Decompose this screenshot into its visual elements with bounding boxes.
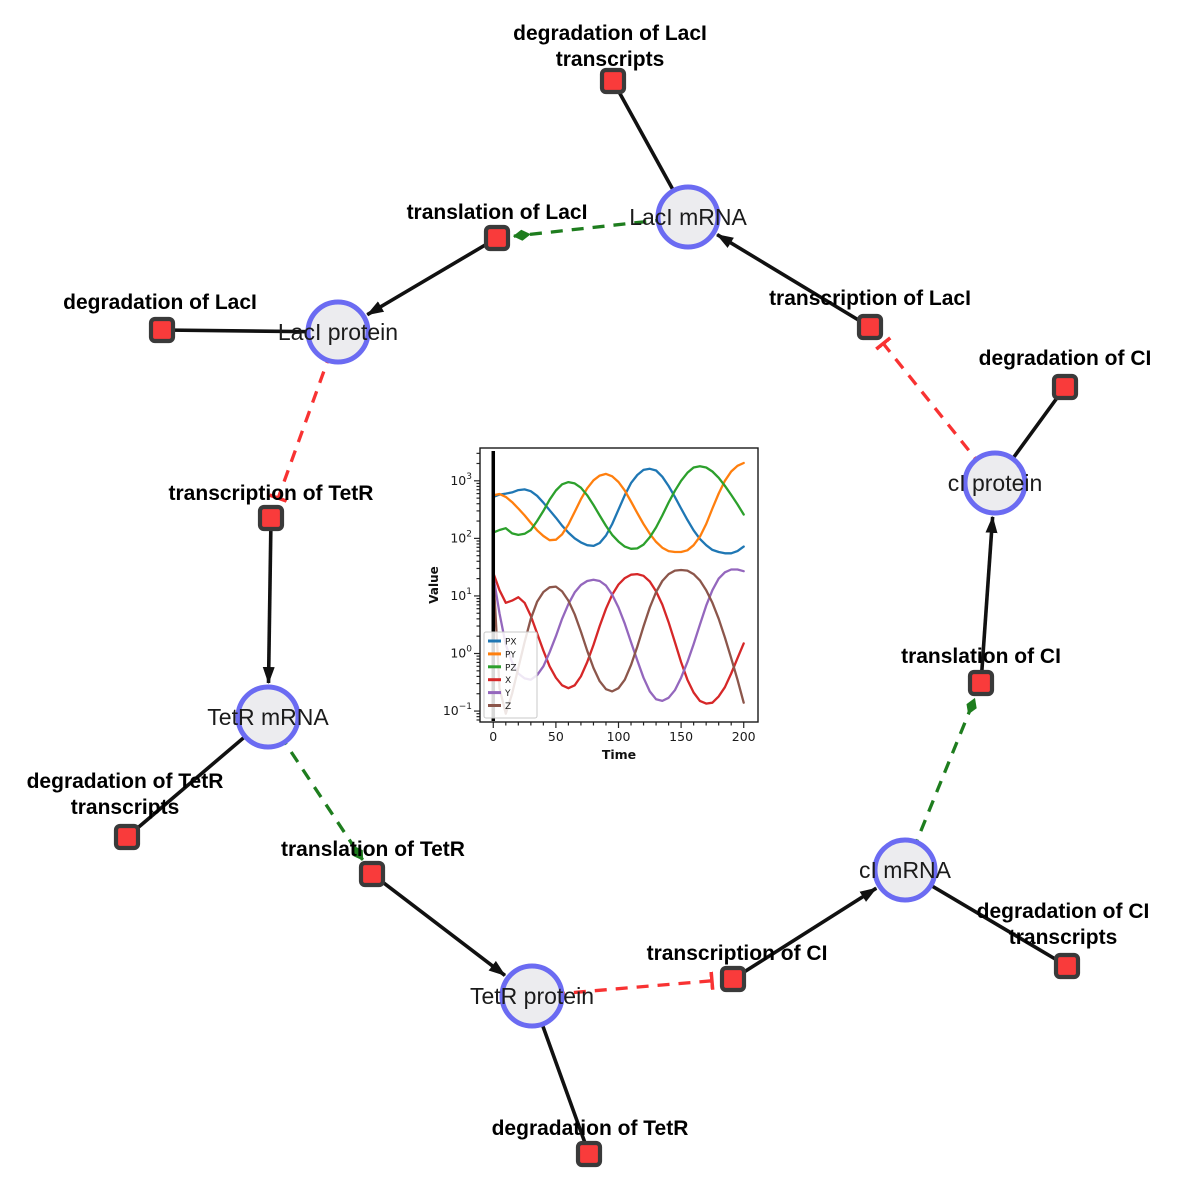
species-node-laci-mrna[interactable] bbox=[655, 184, 721, 250]
reaction-node-deg-ci[interactable] bbox=[1051, 373, 1079, 401]
reaction-label-deg-tetr-transcripts: degradation of TetR transcripts bbox=[27, 770, 224, 819]
y-axis-title: Value bbox=[427, 566, 441, 604]
reaction-node-deg-ci-transcripts[interactable] bbox=[1053, 952, 1081, 980]
reaction-label-deg-laci: degradation of LacI bbox=[63, 291, 257, 314]
species-label-tetr-mrna: TetR mRNA bbox=[207, 704, 329, 730]
x-tick-label: 200 bbox=[732, 729, 756, 744]
reaction-node-translation-tetr[interactable] bbox=[358, 860, 386, 888]
species-label-ci-mrna: cI mRNA bbox=[859, 857, 952, 883]
reaction-label-translation-ci: translation of CI bbox=[901, 645, 1061, 668]
edge-production-translation-ci-to-ci-protein bbox=[979, 515, 998, 684]
x-tick-label: 150 bbox=[669, 729, 693, 744]
reaction-node-deg-tetr-transcripts[interactable] bbox=[113, 823, 141, 851]
labels-layer: LacI mRNA LacI protein TetR mRNA TetR prote… bbox=[27, 22, 1152, 1140]
timecourse-chart: 0 50 100 150 20010310210110010−1TimeValuePXP… bbox=[427, 447, 759, 762]
species-node-ci-mrna[interactable] bbox=[872, 837, 938, 903]
reaction-label-translation-laci: translation of LacI bbox=[407, 201, 588, 224]
axis-ticks bbox=[474, 452, 745, 728]
series-line-PY bbox=[492, 461, 745, 554]
legend-label-Z: Z bbox=[505, 702, 511, 712]
edge-production-translation-laci-to-laci-protein bbox=[366, 236, 498, 317]
nodes-layer bbox=[113, 67, 1081, 1168]
chart-axes-frame bbox=[479, 447, 759, 723]
reaction-label-transcription-tetr: transcription of TetR bbox=[169, 482, 374, 505]
legend-label-PY: PY bbox=[505, 650, 516, 660]
y-tick-label: 100 bbox=[450, 645, 472, 661]
species-node-laci-protein[interactable] bbox=[305, 299, 371, 365]
reaction-node-translation-laci[interactable] bbox=[483, 224, 511, 252]
series-line-X bbox=[492, 571, 745, 705]
edge-production-transcription-laci-to-laci-mrna bbox=[716, 233, 871, 329]
species-label-laci-mrna: LacI mRNA bbox=[629, 204, 747, 230]
x-axis-title: Time bbox=[602, 747, 636, 762]
edge-production-transcription-tetr-to-tetr-mrna bbox=[262, 517, 275, 685]
reaction-node-deg-tetr[interactable] bbox=[575, 1140, 603, 1168]
x-tick-label: 0 bbox=[489, 729, 497, 744]
reaction-node-translation-ci[interactable] bbox=[967, 669, 995, 697]
species-label-laci-protein: LacI protein bbox=[278, 319, 398, 345]
axis-tick-labels: 0 50 100 150 200 103 102 101 100 10−1 bbox=[443, 472, 756, 744]
x-tick-label: 100 bbox=[607, 729, 631, 744]
x-tick-label: 50 bbox=[548, 729, 564, 744]
chart-legend: PX PY PZ XYZ bbox=[483, 631, 538, 719]
reaction-label-deg-ci-transcripts: degradation of CI transcripts bbox=[977, 900, 1150, 949]
reaction-label-deg-tetr: degradation of TetR bbox=[492, 1117, 689, 1140]
reaction-node-transcription-ci[interactable] bbox=[719, 965, 747, 993]
species-node-tetr-protein[interactable] bbox=[499, 963, 565, 1029]
legend-label-PX: PX bbox=[505, 638, 517, 648]
species-node-tetr-mrna[interactable] bbox=[235, 684, 301, 750]
reaction-label-transcription-laci: transcription of LacI bbox=[769, 287, 971, 310]
reaction-label-transcription-ci: transcription of CI bbox=[647, 942, 828, 965]
legend-label-X: X bbox=[505, 676, 511, 686]
edge-production-transcription-ci-to-ci-mrna bbox=[732, 886, 878, 981]
y-tick-label: 10−1 bbox=[443, 702, 472, 718]
species-node-ci-protein[interactable] bbox=[962, 450, 1028, 516]
reaction-node-deg-laci[interactable] bbox=[148, 316, 176, 344]
species-label-tetr-protein: TetR protein bbox=[470, 983, 594, 1009]
series-line-PZ bbox=[492, 465, 745, 550]
y-tick-label: 103 bbox=[450, 472, 472, 488]
reaction-label-deg-laci-transcripts: degradation of LacI transcripts bbox=[513, 22, 707, 71]
series-line-Z bbox=[492, 568, 745, 715]
reaction-label-translation-tetr: translation of TetR bbox=[281, 838, 465, 861]
reaction-node-transcription-laci[interactable] bbox=[856, 313, 884, 341]
series-line-PX bbox=[492, 467, 745, 555]
reaction-node-transcription-tetr[interactable] bbox=[257, 504, 285, 532]
reaction-node-deg-laci-transcripts[interactable] bbox=[599, 67, 627, 95]
edge-production-translation-tetr-to-tetr-protein bbox=[370, 872, 507, 977]
species-label-ci-protein: cI protein bbox=[948, 470, 1043, 496]
y-tick-label: 101 bbox=[450, 587, 472, 603]
reaction-label-deg-ci: degradation of CI bbox=[979, 347, 1152, 370]
y-tick-label: 102 bbox=[450, 529, 472, 545]
legend-label-PZ: PZ bbox=[505, 663, 517, 673]
legend-label-Y: Y bbox=[504, 689, 511, 699]
